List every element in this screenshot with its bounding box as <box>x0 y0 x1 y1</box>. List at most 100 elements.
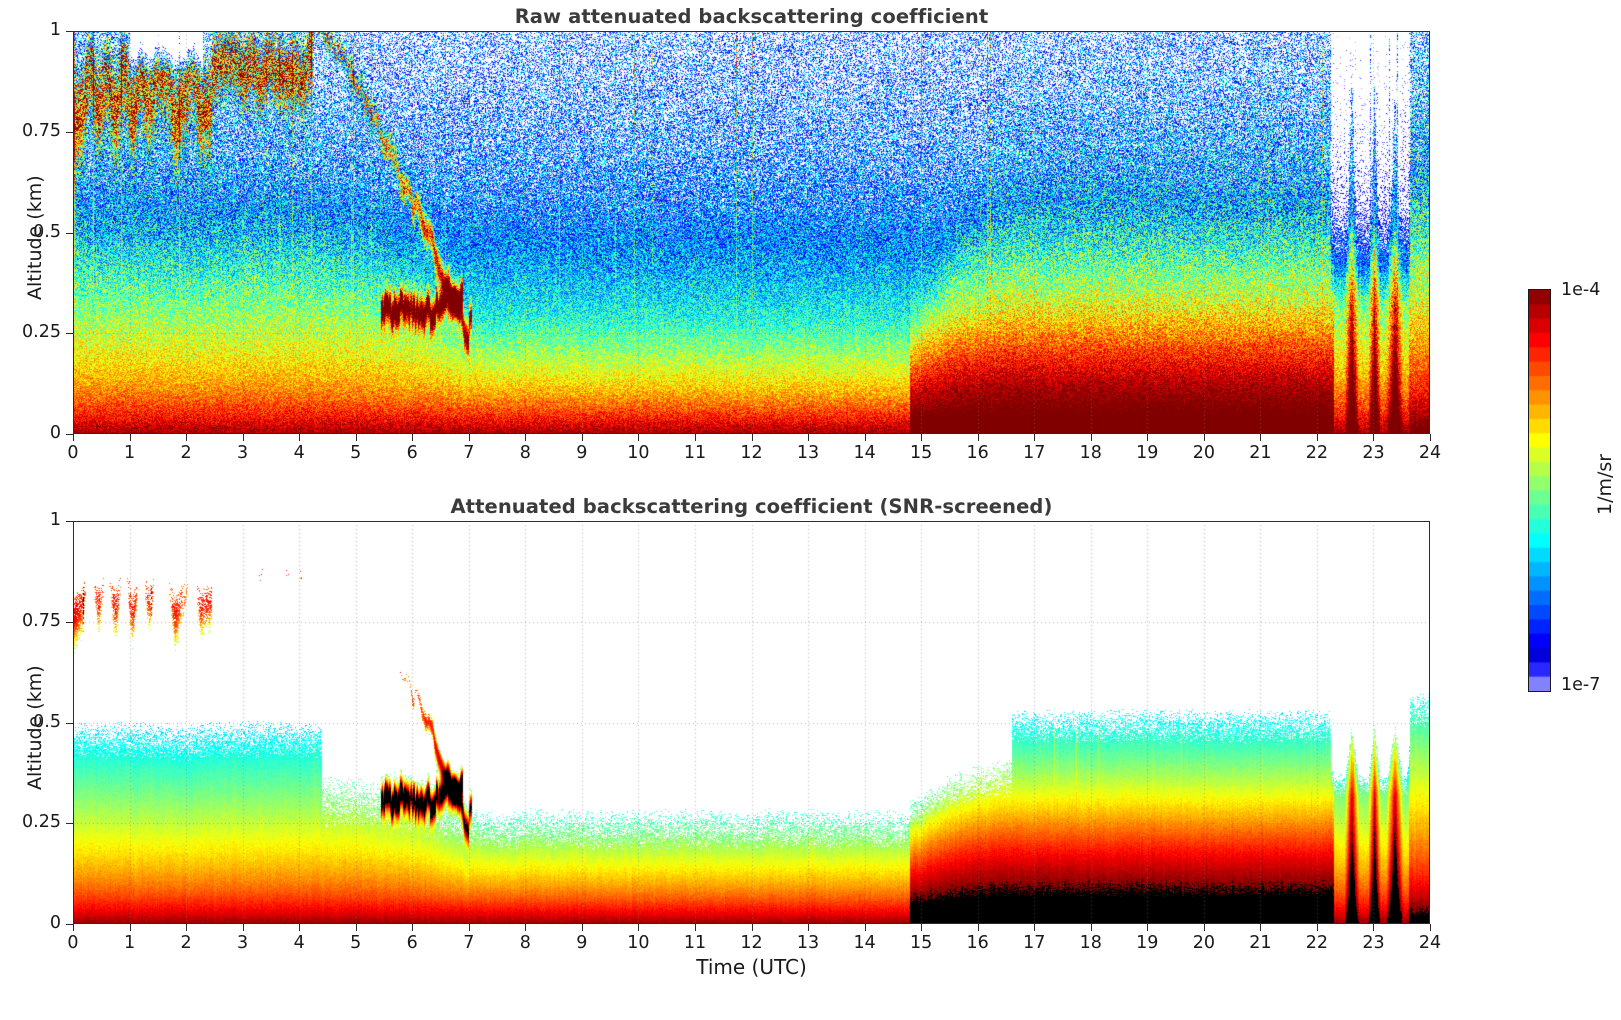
y-tick-screened-2 <box>66 722 73 724</box>
y-tick-screened-3 <box>66 621 73 623</box>
y-tick-label-screened-4: 1 <box>49 510 61 530</box>
x-tick-raw-15 <box>921 434 923 441</box>
x-tick-label-screened-4: 4 <box>293 933 305 953</box>
x-tick-screened-21 <box>1260 924 1262 931</box>
y-tick-label-raw-1: 0.25 <box>22 322 61 343</box>
y-tick-label-screened-3: 0.75 <box>22 610 61 631</box>
x-tick-label-screened-8: 8 <box>519 933 531 953</box>
x-axis-label-time: Time (UTC) <box>696 955 807 979</box>
x-tick-label-raw-21: 21 <box>1249 443 1272 463</box>
x-tick-screened-2 <box>186 924 188 931</box>
x-tick-label-screened-1: 1 <box>123 933 136 953</box>
heatmap-canvas-screened <box>73 521 1430 924</box>
x-tick-label-raw-19: 19 <box>1136 443 1159 463</box>
heatmap-panel-raw <box>73 31 1430 434</box>
x-tick-label-raw-3: 3 <box>237 443 249 463</box>
x-tick-label-raw-5: 5 <box>350 443 362 463</box>
x-tick-label-raw-24: 24 <box>1418 443 1442 463</box>
heatmap-canvas-raw <box>73 31 1430 434</box>
colorbar-min-label: 1e-7 <box>1561 675 1601 695</box>
x-tick-screened-15 <box>921 924 923 931</box>
x-tick-label-raw-15: 15 <box>909 443 933 463</box>
x-tick-label-screened-17: 17 <box>1023 933 1046 953</box>
y-tick-screened-0 <box>66 924 73 925</box>
y-tick-label-screened-1: 0.25 <box>22 812 61 833</box>
y-tick-screened-1 <box>66 823 73 825</box>
x-tick-raw-19 <box>1147 434 1149 441</box>
x-tick-screened-0 <box>73 924 74 931</box>
x-tick-raw-0 <box>73 434 74 441</box>
x-tick-label-screened-22: 22 <box>1305 933 1329 953</box>
x-tick-label-raw-2: 2 <box>180 443 192 463</box>
x-tick-label-raw-1: 1 <box>123 443 136 463</box>
x-tick-raw-1 <box>129 434 131 441</box>
x-tick-raw-12 <box>751 434 753 441</box>
y-tick-raw-2 <box>66 232 73 234</box>
x-tick-raw-9 <box>581 434 583 441</box>
y-tick-raw-1 <box>66 333 73 335</box>
x-tick-screened-22 <box>1316 924 1318 931</box>
x-tick-screened-23 <box>1373 924 1375 931</box>
colorbar-gradient <box>1529 290 1550 691</box>
x-tick-raw-13 <box>808 434 810 441</box>
x-tick-label-screened-15: 15 <box>909 933 933 953</box>
x-tick-screened-16 <box>977 924 979 931</box>
x-tick-label-screened-12: 12 <box>740 933 763 953</box>
x-tick-label-screened-3: 3 <box>237 933 249 953</box>
x-tick-label-raw-20: 20 <box>1192 443 1215 463</box>
x-tick-screened-8 <box>525 924 527 931</box>
x-tick-label-screened-2: 2 <box>180 933 192 953</box>
x-tick-label-raw-7: 7 <box>463 443 475 463</box>
x-tick-label-raw-11: 11 <box>683 443 707 463</box>
colorbar-max-label: 1e-4 <box>1561 280 1601 300</box>
y-tick-raw-0 <box>66 434 73 435</box>
x-tick-label-raw-10: 10 <box>627 443 650 463</box>
x-tick-raw-20 <box>1203 434 1205 441</box>
x-tick-label-screened-11: 11 <box>683 933 707 953</box>
panel-title-raw: Raw attenuated backscattering coefficien… <box>514 5 989 28</box>
x-tick-screened-17 <box>1034 924 1036 931</box>
x-tick-screened-7 <box>468 924 470 931</box>
y-tick-raw-4 <box>66 31 73 32</box>
x-tick-raw-6 <box>412 434 414 441</box>
colorbar <box>1528 289 1551 692</box>
x-tick-label-screened-24: 24 <box>1418 933 1442 953</box>
x-tick-screened-3 <box>242 924 244 931</box>
x-tick-screened-14 <box>864 924 866 931</box>
x-tick-label-screened-18: 18 <box>1079 933 1102 953</box>
x-tick-screened-4 <box>299 924 301 931</box>
x-tick-label-raw-12: 12 <box>740 443 763 463</box>
x-tick-screened-18 <box>1090 924 1092 931</box>
x-tick-screened-19 <box>1147 924 1149 931</box>
x-tick-label-screened-6: 6 <box>406 933 418 953</box>
x-tick-screened-11 <box>694 924 696 931</box>
y-tick-raw-3 <box>66 131 73 133</box>
x-tick-label-raw-23: 23 <box>1362 443 1385 463</box>
x-tick-raw-24 <box>1430 434 1431 441</box>
x-tick-label-raw-16: 16 <box>966 443 989 463</box>
x-tick-screened-24 <box>1430 924 1431 931</box>
x-tick-label-screened-10: 10 <box>627 933 650 953</box>
x-tick-label-raw-14: 14 <box>853 443 876 463</box>
y-tick-screened-4 <box>66 521 73 522</box>
x-tick-screened-5 <box>355 924 357 931</box>
x-tick-label-raw-4: 4 <box>293 443 305 463</box>
x-tick-label-raw-8: 8 <box>519 443 531 463</box>
x-tick-screened-9 <box>581 924 583 931</box>
x-tick-label-raw-17: 17 <box>1023 443 1046 463</box>
x-tick-label-screened-16: 16 <box>966 933 989 953</box>
y-tick-label-screened-2: 0.5 <box>33 711 61 732</box>
x-tick-raw-10 <box>638 434 640 441</box>
x-tick-label-screened-14: 14 <box>853 933 876 953</box>
x-tick-raw-8 <box>525 434 527 441</box>
colorbar-unit-label: 1/m/sr <box>1594 453 1616 515</box>
heatmap-panel-screened <box>73 521 1430 924</box>
y-tick-label-raw-2: 0.5 <box>33 221 61 242</box>
x-tick-label-screened-7: 7 <box>463 933 475 953</box>
x-tick-raw-23 <box>1373 434 1375 441</box>
y-tick-label-raw-0: 0 <box>49 423 61 443</box>
x-tick-raw-17 <box>1034 434 1036 441</box>
x-tick-raw-7 <box>468 434 470 441</box>
panel-title-screened: Attenuated backscattering coefficient (S… <box>450 495 1053 518</box>
